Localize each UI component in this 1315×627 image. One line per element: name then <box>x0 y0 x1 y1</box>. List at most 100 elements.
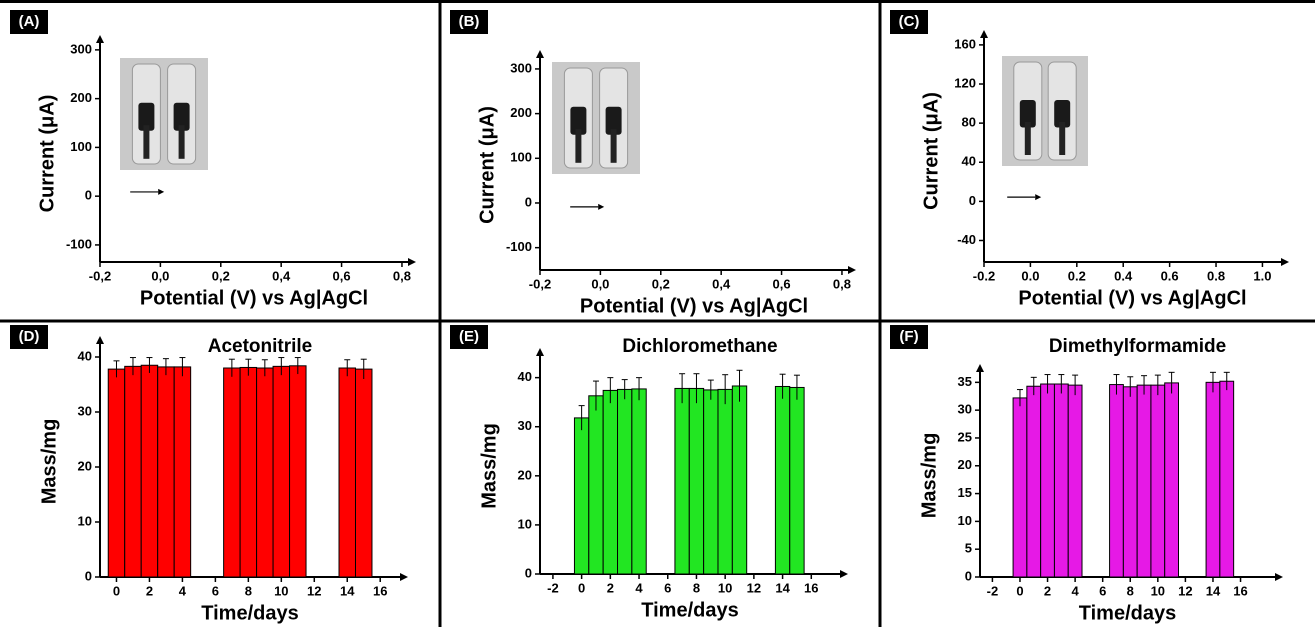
electrode <box>605 106 622 135</box>
x-tick-label: 0,0 <box>151 268 169 283</box>
x-axis-label: Potential (V) vs Ag|AgCl <box>580 295 808 317</box>
x-axis-arrow <box>400 573 408 581</box>
bar <box>256 367 274 578</box>
bar <box>1122 386 1138 578</box>
bar <box>239 366 258 578</box>
bar <box>688 387 705 575</box>
x-tick-label: 0 <box>1016 583 1023 598</box>
x-tick-label: -2 <box>547 580 559 595</box>
y-tick-label: 300 <box>510 60 532 75</box>
x-axis-label: Time/days <box>1079 602 1176 624</box>
x-tick-label: 0,8 <box>833 276 851 291</box>
x-tick-label: 16 <box>1233 583 1247 598</box>
x-tick-label: 0,2 <box>212 268 230 283</box>
x-tick-label: 0,8 <box>393 268 411 283</box>
bar <box>107 368 126 578</box>
x-tick-label: 0,2 <box>652 276 670 291</box>
x-tick-label: -2 <box>987 583 999 598</box>
y-tick-label: -40 <box>957 232 976 247</box>
y-tick-label: 120 <box>954 75 976 90</box>
panel-label: (C) <box>899 13 920 30</box>
bar <box>1109 384 1124 578</box>
x-tick-label: -0.2 <box>973 268 995 283</box>
bar <box>588 395 604 575</box>
y-tick-label: 35 <box>958 374 972 389</box>
x-tick-label: 12 <box>307 583 321 598</box>
y-tick-label: 25 <box>958 429 972 444</box>
x-tick-label: 0,4 <box>272 268 291 283</box>
x-tick-label: 0.2 <box>1068 268 1086 283</box>
x-tick-label: 12 <box>1178 583 1192 598</box>
bar <box>1164 382 1180 578</box>
y-tick-label: 0 <box>85 568 92 583</box>
y-axis-arrow <box>96 35 104 43</box>
x-tick-label: 14 <box>1206 583 1221 598</box>
x-tick-label: 14 <box>775 580 790 595</box>
panel-label: (A) <box>19 13 40 30</box>
y-tick-label: 30 <box>78 403 92 418</box>
x-tick-label: 0,0 <box>591 276 609 291</box>
scan-arrow-head <box>598 203 605 210</box>
bar <box>1205 381 1221 578</box>
bar <box>731 385 748 575</box>
bar <box>789 386 805 575</box>
bar <box>703 389 719 575</box>
chart-title: Acetonitrile <box>208 336 313 357</box>
scan-arrow-head <box>158 188 165 195</box>
x-tick-label: 6 <box>1099 583 1106 598</box>
bar <box>173 366 192 578</box>
electrode-rod <box>610 129 617 163</box>
x-tick-label: 2 <box>1044 583 1051 598</box>
y-axis-arrow <box>536 348 544 356</box>
x-tick-label: 16 <box>804 580 818 595</box>
y-axis-arrow <box>980 30 988 38</box>
x-axis-arrow <box>840 570 848 578</box>
y-tick-label: 100 <box>70 139 92 154</box>
y-tick-label: 0 <box>525 194 532 209</box>
bar <box>717 388 733 575</box>
x-axis-label: Time/days <box>641 599 738 621</box>
y-tick-label: 20 <box>518 467 532 482</box>
x-tick-label: 8 <box>1127 583 1134 598</box>
bar <box>631 388 647 575</box>
electrode <box>1054 100 1071 128</box>
electrode-rod <box>1024 122 1031 155</box>
y-tick-label: 80 <box>962 115 976 130</box>
y-tick-label: 15 <box>958 485 972 500</box>
x-tick-label: 8 <box>245 583 252 598</box>
panel-label-box <box>450 10 488 34</box>
y-tick-label: -100 <box>506 239 532 254</box>
y-tick-label: 40 <box>518 369 532 384</box>
bar <box>602 389 619 575</box>
panel-label-box <box>10 325 48 349</box>
x-tick-label: 6 <box>664 580 671 595</box>
bar <box>1150 384 1166 578</box>
y-tick-label: 10 <box>958 513 972 528</box>
y-axis-label: Current (μA) <box>36 95 58 213</box>
bar <box>223 367 241 578</box>
y-axis-arrow <box>976 364 984 372</box>
panel-label: (E) <box>459 328 479 345</box>
electrode <box>570 106 587 135</box>
x-tick-label: 14 <box>340 583 355 598</box>
x-tick-label: 4 <box>1071 583 1079 598</box>
electrode-rod <box>178 125 185 159</box>
y-tick-label: 0 <box>85 188 92 203</box>
y-tick-label: 40 <box>962 154 976 169</box>
panel-label: (D) <box>19 328 40 345</box>
bar <box>1026 385 1042 578</box>
electrode <box>173 102 190 131</box>
x-tick-label: 0.0 <box>1021 268 1039 283</box>
y-tick-label: 30 <box>958 402 972 417</box>
electrode-rod <box>1059 122 1066 155</box>
electrode <box>138 102 155 131</box>
bar <box>573 417 590 575</box>
x-tick-label: 0.6 <box>1161 268 1179 283</box>
x-tick-label: -0,2 <box>529 276 551 291</box>
scan-arrow-head <box>1035 194 1042 201</box>
y-tick-label: 40 <box>78 348 92 363</box>
bar <box>1219 380 1235 578</box>
x-tick-label: 16 <box>373 583 387 598</box>
